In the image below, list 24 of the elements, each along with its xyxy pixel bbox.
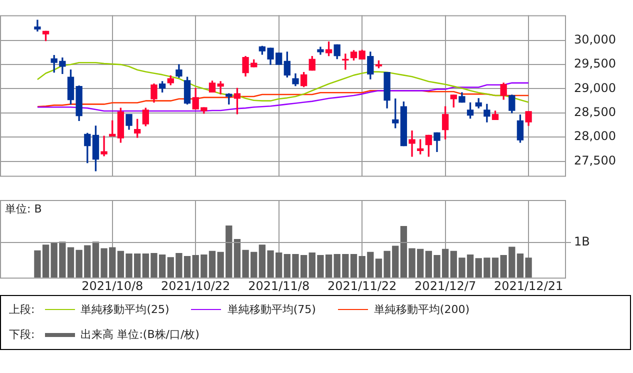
y-tick-label: 28,000	[574, 129, 616, 144]
legend-label: 単純移動平均(75)	[227, 302, 316, 317]
y-tick-label: 30,000	[574, 32, 616, 46]
legend-title: 上段:	[9, 302, 35, 317]
y-tick-label: 28,500	[574, 105, 616, 120]
x-tick-label: 2021/11/22	[327, 278, 397, 293]
y-tick-label: 29,000	[574, 80, 616, 95]
candlestick	[408, 130, 416, 157]
x-tick-label: 2021/10/22	[161, 278, 230, 293]
y-tick-label: 29,500	[574, 56, 616, 71]
text: 単位: B	[5, 202, 42, 216]
x-tick-label: 2021/10/8	[82, 278, 144, 293]
legend-title: 下段:	[9, 327, 35, 342]
candlestick	[100, 136, 108, 156]
candlestick	[34, 20, 41, 32]
legend-label: 単純移動平均(25)	[80, 302, 170, 317]
ref-line-label: 1B	[574, 234, 590, 249]
x-tick-label: 2021/11/8	[248, 278, 310, 293]
candlestick	[342, 54, 349, 70]
legend-label: 出来高 単位:(B株/口/枚)	[80, 327, 200, 342]
y-tick-label: 27,500	[574, 153, 616, 168]
legend-label: 単純移動平均(200)	[374, 302, 470, 317]
x-tick-label: 2021/12/7	[414, 278, 476, 293]
x-tick-label: 2021/12/21	[494, 278, 564, 293]
